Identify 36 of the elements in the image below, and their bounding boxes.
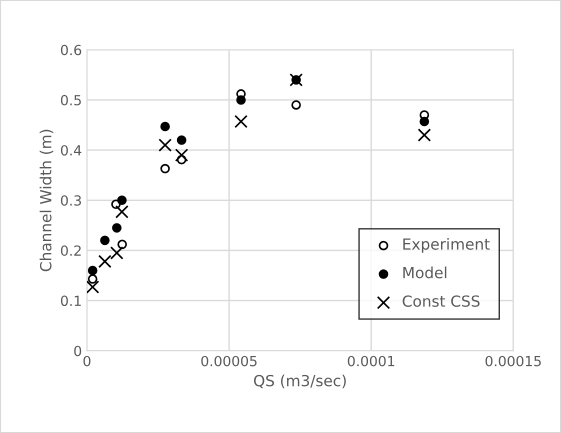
x-tick-label: 0.00015 [486,356,541,366]
point [115,205,129,218]
y-tick-label: 0.6 [60,44,82,56]
point [160,164,170,174]
point [236,95,246,105]
point [174,148,188,162]
y-axis-title: Channel Width (m) [40,130,54,272]
point [86,280,100,294]
y-tick-label: 0.1 [60,296,81,306]
point [88,266,98,276]
point [110,246,124,260]
point [88,274,98,284]
point [158,138,172,152]
point [100,236,110,246]
point [234,114,248,128]
y-tick-label: 0.4 [60,145,82,156]
x-axis-title: QS (m3/sec) [254,374,346,388]
point [160,122,170,132]
point [117,240,127,250]
point [176,135,186,145]
legend-label: Model [403,266,446,278]
point [98,254,112,268]
y-tick-label: 0.3 [60,195,81,206]
x-tick-label: 0.0001 [348,356,394,366]
point [112,223,122,233]
x-tick-label: 0 [83,356,90,366]
point [291,100,301,110]
point [117,196,127,206]
x-tick-label: 0.00005 [201,356,257,366]
y-tick-label: 0.2 [60,245,81,256]
legend-label: Experiment [403,238,490,253]
point [420,116,430,126]
point [418,128,431,142]
y-tick-label: 0.5 [60,94,81,106]
y-tick-label: 0 [74,346,82,356]
legend-label: Const CSS [402,295,480,307]
